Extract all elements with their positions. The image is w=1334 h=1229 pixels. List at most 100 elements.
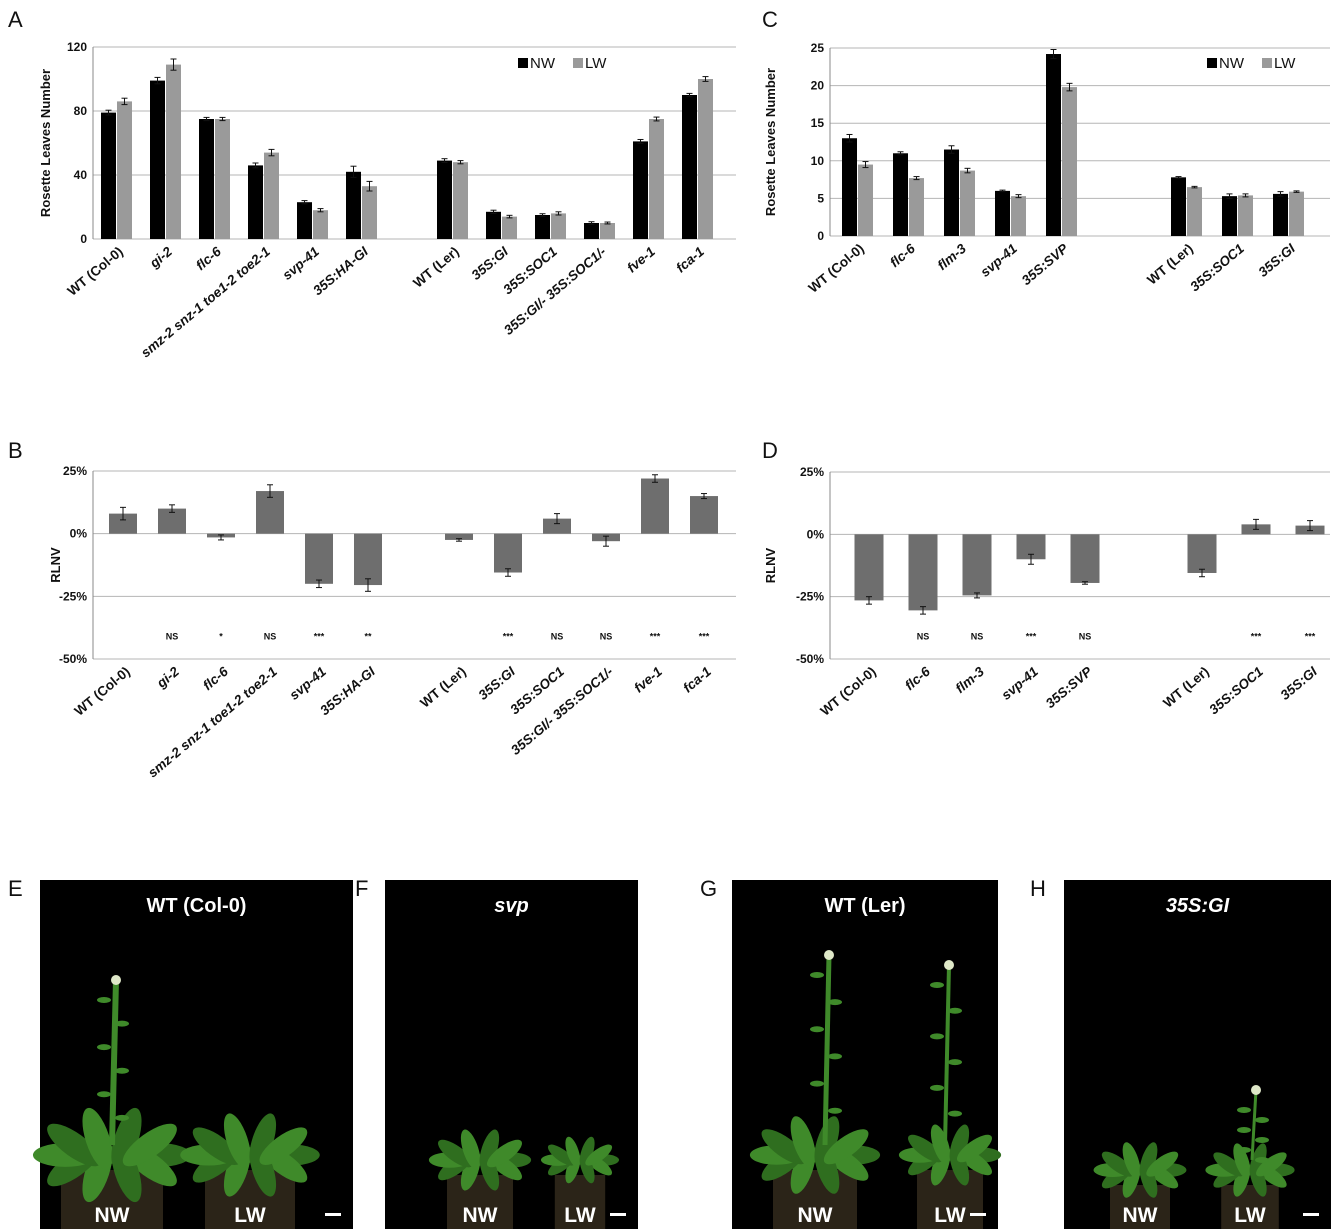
y-axis-label: RLNV [48,547,63,583]
bar-lw [909,178,924,236]
stem-leaf [115,1020,129,1027]
bar-rlnv [445,533,473,540]
category-label: fca-1 [673,244,707,276]
chart-panel-c: C 0 5 10 15 20 25 Rosette Leaves Number WT (Col-… [762,7,1330,296]
stem [822,954,832,1146]
photo-label-lw: LW [934,1204,966,1227]
bar-lw [698,79,713,239]
bar-rlnv [256,491,284,534]
leaf [82,1107,113,1170]
legend-entry: LW [1274,55,1296,72]
y-tick-label: 80 [74,104,88,118]
photo-panel-e: E WT (Col-0) NW LW [8,876,353,1229]
photo-label-nw: NW [1123,1204,1158,1227]
leaf [438,1139,474,1168]
category-label: gi-2 [153,664,182,692]
stem-leaf [97,997,111,1003]
flower-head [1251,1085,1261,1095]
category-label: WT (Col-0) [65,244,126,299]
y-tick-label: 10 [811,154,825,168]
bar-nw [842,138,857,236]
bar-nw [893,153,908,236]
panel-letter: D [762,438,778,463]
panel-letter: H [1030,876,1046,901]
bar-nw [535,215,550,239]
legend-swatch [518,58,528,68]
pot [554,1175,606,1229]
bar-lw [858,164,873,236]
category-label: svp-41 [287,664,329,703]
legend-swatch [1262,58,1272,68]
y-tick-label: 40 [74,168,88,182]
y-tick-label: 25% [63,464,87,478]
stem-leaf [948,1007,962,1014]
bar-nw [346,171,361,239]
bar-lw [1289,191,1304,236]
bar-nw [486,211,501,239]
bar-nw [995,190,1010,236]
photo-panel-h: H 35S:GI NW LW [1030,876,1331,1229]
leaf [1233,1143,1251,1179]
stem-leaf [828,1053,842,1060]
panel-letter: B [8,438,23,463]
bar-lw [649,119,664,239]
leaf [479,1129,500,1170]
stem-leaf [930,1084,944,1091]
bar-lw [1062,87,1077,236]
bar-nw [1171,177,1186,236]
flower-head [944,960,954,970]
significance-label: *** [650,631,661,641]
category-label: 35S:HA-GI [310,244,371,299]
bar-nw [1273,193,1288,236]
photo-label-lw: LW [1234,1204,1266,1227]
pot [447,1175,513,1229]
bar-nw [944,149,959,236]
leaf [761,1129,807,1165]
stem [943,964,951,1146]
stem-leaf [97,1044,111,1051]
significance-label: *** [699,631,710,641]
y-tick-label: 5 [817,191,824,205]
bar-rlnv [109,513,137,534]
y-tick-label: 0% [70,527,88,541]
category-label: svp-41 [999,664,1041,703]
category-label: 35S:HA-GI [317,664,378,719]
y-axis-label: RLNV [763,547,778,583]
stem-leaf [930,1033,944,1040]
bar-nw [248,165,263,239]
photo-label-lw: LW [564,1204,596,1227]
y-axis-label: Rosette Leaves Number [763,68,778,216]
bar-rlnv [641,478,669,534]
leaf [1256,1152,1287,1177]
y-tick-label: 0% [807,527,825,541]
significance-label: ** [364,631,372,641]
pot [917,1170,983,1229]
stem-leaf [810,1080,824,1087]
bar-nw [584,223,599,239]
bar-lw [960,170,975,236]
legend-swatch [573,58,583,68]
category-label: 35S:SVP [1043,663,1096,711]
stem-leaf [828,999,842,1006]
category-label: 35S:SVP [1019,240,1072,288]
chart-panel-d: D 25% 0% -25% -50% RLNV NS NS *** NS *** *** WT (Col… [762,438,1330,719]
leaf [1101,1151,1134,1177]
significance-label: *** [503,631,514,641]
y-tick-label: 25% [800,465,824,479]
leaf [547,1144,575,1166]
y-tick-label: 20 [811,79,825,93]
bar-lw [1238,195,1253,236]
category-label: flc-6 [200,663,231,693]
legend-entry: NW [1219,55,1245,72]
stem-leaf [1237,1147,1251,1153]
y-tick-label: 0 [80,232,87,246]
bar-nw [199,119,214,239]
category-label: WT (Ler) [417,664,469,711]
leaf [1122,1142,1141,1179]
bar-lw [362,186,377,239]
bar-lw [551,213,566,239]
panel-letter: C [762,7,778,32]
category-label: flc-6 [887,240,918,270]
stem-leaf [97,1091,111,1098]
